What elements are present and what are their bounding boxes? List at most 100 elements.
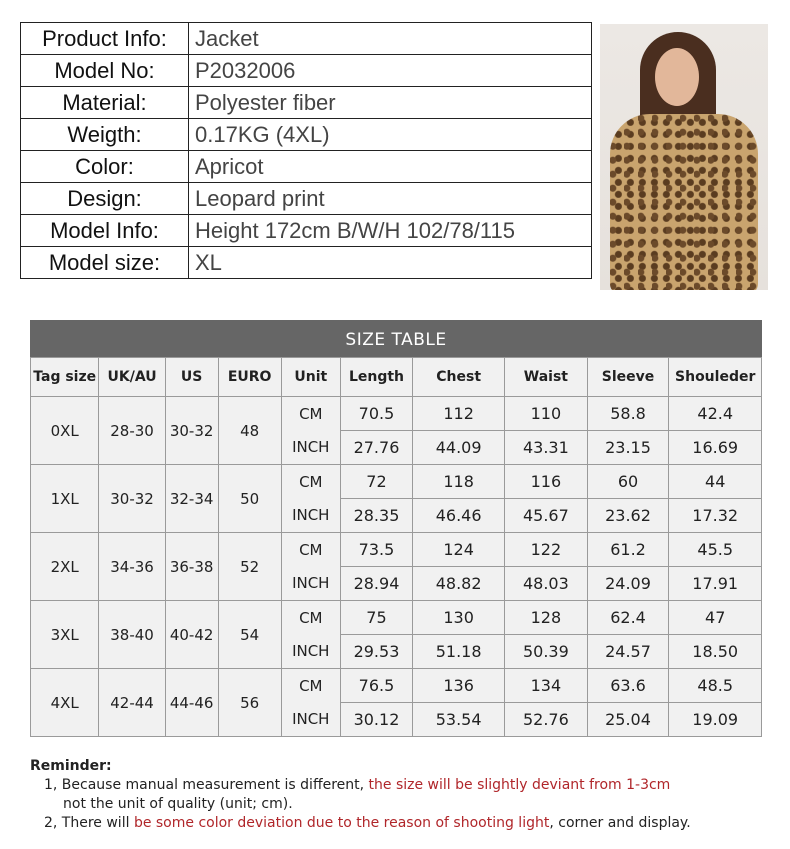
measure-cm: 44 xyxy=(668,464,762,499)
measure-inch: 51.18 xyxy=(412,634,506,669)
measure-inch: 28.35 xyxy=(339,498,414,533)
info-value: 0.17KG (4XL) xyxy=(188,118,592,151)
uk-size: 28-30 xyxy=(98,396,166,465)
us-size: 44-46 xyxy=(164,668,219,737)
us-size: 36-38 xyxy=(164,532,219,601)
info-value: Leopard print xyxy=(188,182,592,215)
us-size: 32-34 xyxy=(164,464,219,533)
reminder-line-1: 1, Because manual measurement is differe… xyxy=(44,777,671,793)
info-label: Model No: xyxy=(20,54,189,87)
size-table: SIZE TABLE Tag size UK/AU US EURO Unit Length… xyxy=(29,320,762,737)
measure-cm: 134 xyxy=(504,668,588,703)
info-row: Model No: P2032006 xyxy=(20,54,592,87)
measure-inch: 18.50 xyxy=(668,634,762,669)
info-label: Weigth: xyxy=(20,118,189,151)
reminder-title: Reminder: xyxy=(30,758,112,774)
measure-inch: 48.03 xyxy=(504,566,588,601)
measure-inch: 27.76 xyxy=(339,430,414,465)
size-row-cm: 3XL 38-40 40-42 54 CM 75 130 128 62.4 47 xyxy=(29,600,762,669)
size-row-cm: 2XL 34-36 36-38 52 CM 73.5 124 122 61.2 45.5 xyxy=(29,532,762,601)
reminder-line-1b: not the unit of quality (unit; cm). xyxy=(63,796,293,812)
measure-cm: 76.5 xyxy=(339,668,414,703)
info-label: Product Info: xyxy=(20,22,189,55)
measure-inch: 46.46 xyxy=(412,498,506,533)
info-value: XL xyxy=(188,246,592,279)
measure-inch: 19.09 xyxy=(668,702,762,737)
euro-size: 56 xyxy=(217,668,282,737)
measure-inch: 25.04 xyxy=(586,702,670,737)
unit-cm: CM xyxy=(280,396,341,431)
measure-cm: 118 xyxy=(412,464,506,499)
unit-cm: CM xyxy=(280,532,341,567)
measure-cm: 61.2 xyxy=(586,532,670,567)
reminder-line-2: 2, There will be some color deviation du… xyxy=(44,815,691,831)
measure-inch: 48.82 xyxy=(412,566,506,601)
info-row: Design: Leopard print xyxy=(20,182,592,215)
unit-cm: CM xyxy=(280,464,341,499)
tag-size: 0XL xyxy=(29,396,100,465)
measure-inch: 43.31 xyxy=(504,430,588,465)
measure-cm: 124 xyxy=(412,532,506,567)
us-size: 40-42 xyxy=(164,600,219,669)
info-value: Jacket xyxy=(188,22,592,55)
info-value: P2032006 xyxy=(188,54,592,87)
info-label: Material: xyxy=(20,86,189,119)
measure-inch: 28.94 xyxy=(339,566,414,601)
measure-cm: 110 xyxy=(504,396,588,431)
info-label: Model Info: xyxy=(20,214,189,247)
measure-cm: 122 xyxy=(504,532,588,567)
uk-size: 38-40 xyxy=(98,600,166,669)
measure-cm: 63.6 xyxy=(586,668,670,703)
measure-inch: 44.09 xyxy=(412,430,506,465)
measure-inch: 29.53 xyxy=(339,634,414,669)
measure-inch: 24.57 xyxy=(586,634,670,669)
size-row-cm: 4XL 42-44 44-46 56 CM 76.5 136 134 63.6 48.5 xyxy=(29,668,762,737)
unit-inch: INCH xyxy=(280,566,341,601)
unit-inch: INCH xyxy=(280,430,341,465)
tag-size: 4XL xyxy=(29,668,100,737)
column-header: Unit xyxy=(280,357,341,397)
uk-size: 42-44 xyxy=(98,668,166,737)
tag-size: 3XL xyxy=(29,600,100,669)
measure-cm: 48.5 xyxy=(668,668,762,703)
column-header: Shouleder xyxy=(668,357,762,397)
info-value: Height 172cm B/W/H 102/78/115 xyxy=(188,214,592,247)
info-row: Color: Apricot xyxy=(20,150,592,183)
measure-cm: 45.5 xyxy=(668,532,762,567)
measure-cm: 136 xyxy=(412,668,506,703)
info-row: Model Info: Height 172cm B/W/H 102/78/115 xyxy=(20,214,592,247)
euro-size: 50 xyxy=(217,464,282,533)
measure-cm: 128 xyxy=(504,600,588,635)
info-value: Polyester fiber xyxy=(188,86,592,119)
tag-size: 2XL xyxy=(29,532,100,601)
info-row: Model size: XL xyxy=(20,246,592,279)
measure-cm: 60 xyxy=(586,464,670,499)
model-photo xyxy=(600,24,768,290)
measure-cm: 112 xyxy=(412,396,506,431)
measure-cm: 62.4 xyxy=(586,600,670,635)
unit-inch: INCH xyxy=(280,702,341,737)
measure-inch: 30.12 xyxy=(339,702,414,737)
measure-inch: 16.69 xyxy=(668,430,762,465)
measure-cm: 75 xyxy=(339,600,414,635)
column-header: Length xyxy=(339,357,414,397)
measure-inch: 50.39 xyxy=(504,634,588,669)
info-label: Model size: xyxy=(20,246,189,279)
measure-inch: 23.62 xyxy=(586,498,670,533)
measure-cm: 116 xyxy=(504,464,588,499)
measure-cm: 42.4 xyxy=(668,396,762,431)
uk-size: 34-36 xyxy=(98,532,166,601)
measure-inch: 24.09 xyxy=(586,566,670,601)
column-header: Sleeve xyxy=(586,357,670,397)
size-row-cm: 0XL 28-30 30-32 48 CM 70.5 112 110 58.8 42.4 xyxy=(29,396,762,465)
measure-cm: 72 xyxy=(339,464,414,499)
measure-inch: 23.15 xyxy=(586,430,670,465)
measure-cm: 70.5 xyxy=(339,396,414,431)
us-size: 30-32 xyxy=(164,396,219,465)
measure-inch: 52.76 xyxy=(504,702,588,737)
info-label: Design: xyxy=(20,182,189,215)
measure-cm: 130 xyxy=(412,600,506,635)
measure-inch: 17.91 xyxy=(668,566,762,601)
unit-cm: CM xyxy=(280,600,341,635)
size-row-inch: INCH 30.12 53.54 52.76 25.04 19.09 xyxy=(31,702,762,737)
